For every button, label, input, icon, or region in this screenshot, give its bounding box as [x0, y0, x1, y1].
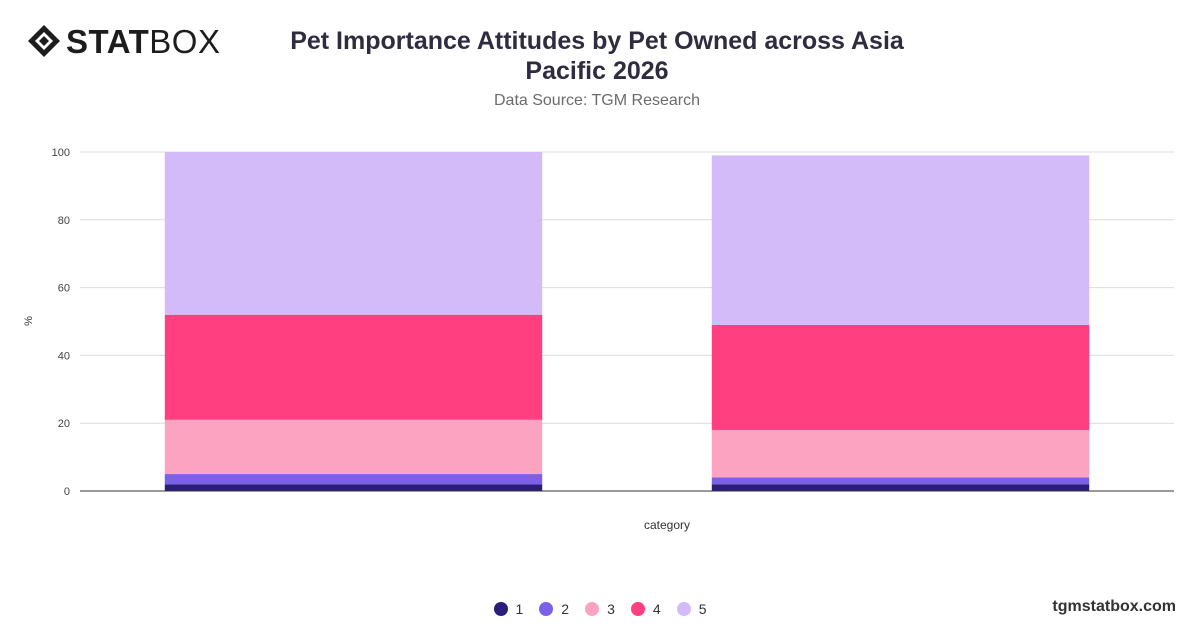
bar-segment-series-1-cat-1 [164, 484, 543, 491]
statbox-logo: STATBOX [26, 22, 220, 60]
legend-label: 5 [698, 601, 707, 617]
bar-segment-series-5-cat-1 [164, 152, 543, 315]
legend-item-4[interactable]: 4 [630, 601, 661, 617]
legend-dot-icon [676, 602, 691, 616]
x-axis-title: category [644, 518, 690, 532]
bar-segment-series-3-cat-1 [164, 419, 543, 475]
stacked-bar-chart: 0 20 40 60 80 100 category% [23, 147, 1174, 532]
diamond-logo-icon [28, 25, 60, 57]
chart-subtitle: Data Source: TGM Research [493, 92, 700, 109]
y-tick-label: 60 [58, 283, 70, 295]
footer-site: tgmstatbox.com [1052, 598, 1176, 615]
legend-dot-icon [539, 602, 554, 616]
chart-legend: 1 2 3 4 5 [0, 601, 1200, 617]
chart-title: Pet Importance Attitudes by Pet Owned ac… [250, 26, 944, 86]
logo-text: STATBOX [66, 25, 220, 58]
legend-item-5[interactable]: 5 [676, 601, 707, 617]
legend-dot-icon [630, 602, 645, 616]
chart-title-line2: Pacific 2026 [525, 57, 669, 85]
legend-label: 2 [561, 601, 570, 617]
legend-dot-icon [493, 602, 508, 616]
y-axis-title: % [23, 316, 35, 326]
y-tick-label: 20 [58, 418, 70, 430]
legend-label: 1 [515, 601, 524, 617]
chart-title-line1: Pet Importance Attitudes by Pet Owned ac… [290, 27, 904, 55]
logo-text-strong: STAT [66, 22, 150, 60]
logo-text-light: BOX [149, 22, 221, 60]
legend-dot-icon [585, 602, 600, 616]
bar-segment-series-4-cat-1 [164, 314, 543, 420]
legend-item-3[interactable]: 3 [585, 601, 615, 617]
bar-segment-series-3-cat-2 [711, 429, 1090, 478]
y-tick-label: 100 [52, 147, 70, 159]
bar-segment-series-4-cat-2 [711, 324, 1090, 430]
bar-segment-series-2-cat-2 [711, 477, 1090, 485]
bar-segment-series-5-cat-2 [711, 155, 1090, 325]
y-tick-label: 40 [58, 350, 70, 362]
bar-segment-series-1-cat-2 [711, 484, 1090, 491]
y-tick-label: 80 [58, 215, 70, 227]
legend-label: 3 [607, 601, 615, 617]
legend-item-1[interactable]: 1 [493, 601, 524, 617]
legend-item-2[interactable]: 2 [539, 601, 569, 617]
y-tick-label: 0 [64, 486, 70, 498]
bar-segment-series-2-cat-1 [164, 474, 543, 485]
legend-label: 4 [652, 601, 661, 617]
